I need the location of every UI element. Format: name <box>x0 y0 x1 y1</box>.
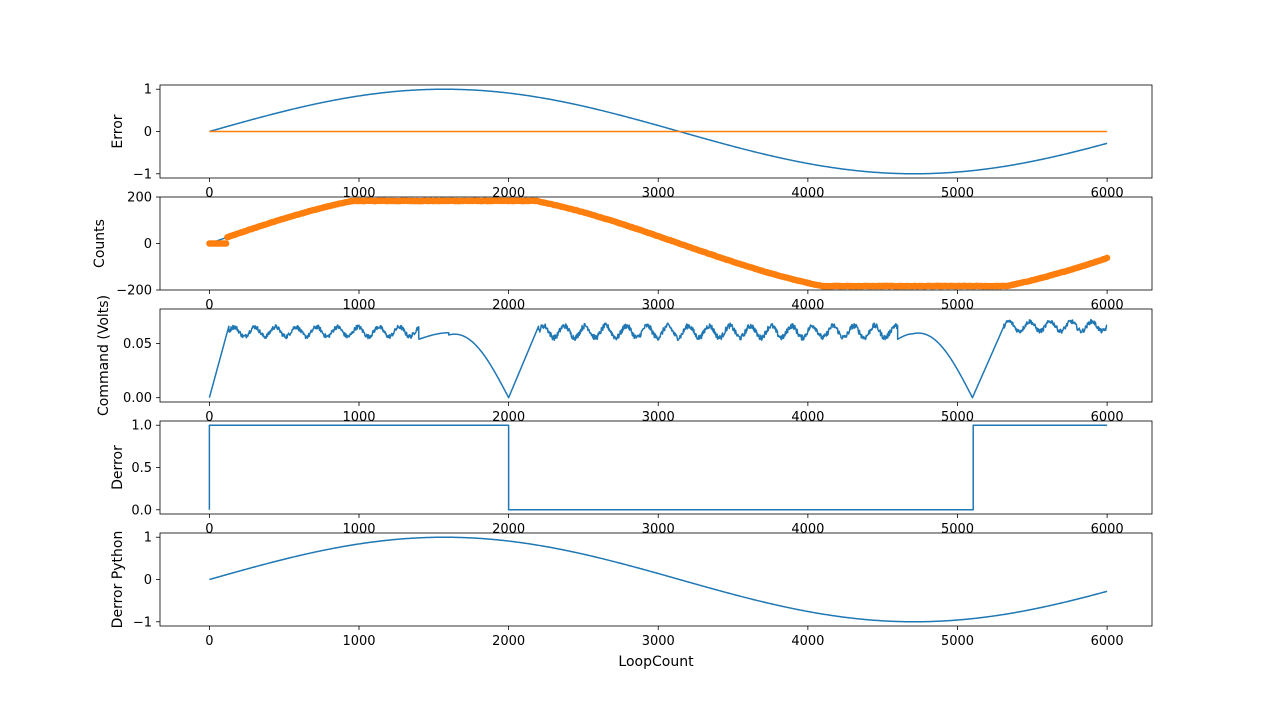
x-tick-label: 4000 <box>791 634 824 649</box>
x-tick-label: 6000 <box>1091 186 1124 201</box>
y-tick-label: 200 <box>127 191 152 206</box>
chart-panel-5: 0 1000 2000 3000 4000 5000 6000 −1 0 1 Derror Pyth… <box>110 531 1153 670</box>
x-tick-label: 0 <box>205 634 213 649</box>
x-tick-label: 2000 <box>492 410 525 425</box>
x-tick-label: 3000 <box>642 186 675 201</box>
x-tick-label: 0 <box>205 410 213 425</box>
plot-area-2 <box>206 197 1111 290</box>
y-tick-label: 0.00 <box>123 391 152 406</box>
x-axis-label: LoopCount <box>618 654 694 670</box>
y-axis-label: Error <box>110 114 126 148</box>
x-tick-label: 6000 <box>1091 522 1124 537</box>
y-tick-label: −1 <box>133 615 152 630</box>
x-tick-label: 6000 <box>1091 634 1124 649</box>
data-point <box>222 240 230 247</box>
y-tick-label: 0.5 <box>131 461 152 476</box>
x-tick-label: 5000 <box>941 634 974 649</box>
x-tick-label: 2000 <box>492 298 525 313</box>
y-tick-label: 1 <box>144 83 152 98</box>
axes-frame <box>159 308 1153 403</box>
data-point <box>1103 254 1111 262</box>
x-tick-label: 4000 <box>791 298 824 313</box>
plot-area-5 <box>209 536 1108 623</box>
x-tick-label: 4000 <box>791 522 824 537</box>
y-tick-label: 0.0 <box>131 503 152 518</box>
y-tick-label: −1 <box>133 167 152 182</box>
x-tick-label: 0 <box>205 522 213 537</box>
x-tick-label: 2000 <box>492 522 525 537</box>
y-tick-label: 1.0 <box>131 419 152 434</box>
x-tick-label: 1000 <box>342 634 375 649</box>
x-tick-label: 4000 <box>791 186 824 201</box>
y-axis-label: Derror Python <box>110 531 126 629</box>
plot-area-4 <box>208 424 1108 511</box>
x-tick-label: 3000 <box>642 634 675 649</box>
series-line-1 <box>208 424 1108 511</box>
x-tick-label: 3000 <box>642 522 675 537</box>
x-tick-label: 1000 <box>342 410 375 425</box>
y-tick-label: 0 <box>144 125 152 140</box>
series-line-1 <box>209 536 1108 623</box>
x-tick-label: 3000 <box>642 410 675 425</box>
x-tick-label: 5000 <box>941 186 974 201</box>
series-line-1 <box>209 88 1108 175</box>
x-tick-label: 0 <box>205 298 213 313</box>
series-line-1 <box>208 318 1108 399</box>
x-tick-label: 6000 <box>1091 410 1124 425</box>
x-tick-label: 5000 <box>941 410 974 425</box>
y-tick-label: 0 <box>144 573 152 588</box>
y-tick-label: −200 <box>116 284 152 299</box>
y-tick-label: 0 <box>144 237 152 252</box>
y-axis-label: Counts <box>92 219 108 268</box>
y-tick-label: 0.05 <box>123 337 152 352</box>
x-tick-label: 4000 <box>791 410 824 425</box>
x-tick-label: 0 <box>205 186 213 201</box>
x-tick-label: 6000 <box>1091 298 1124 313</box>
y-axis-label: Derror <box>110 445 126 490</box>
y-axis-label: Command (Volts) <box>96 295 112 416</box>
y-tick-label: 1 <box>144 531 152 546</box>
x-tick-label: 3000 <box>642 298 675 313</box>
plot-area-3 <box>208 318 1108 399</box>
x-tick-label: 5000 <box>941 522 974 537</box>
x-tick-label: 1000 <box>342 522 375 537</box>
x-tick-label: 2000 <box>492 634 525 649</box>
x-tick-label: 1000 <box>342 298 375 313</box>
x-tick-label: 5000 <box>941 298 974 313</box>
plot-area-1 <box>209 88 1108 175</box>
